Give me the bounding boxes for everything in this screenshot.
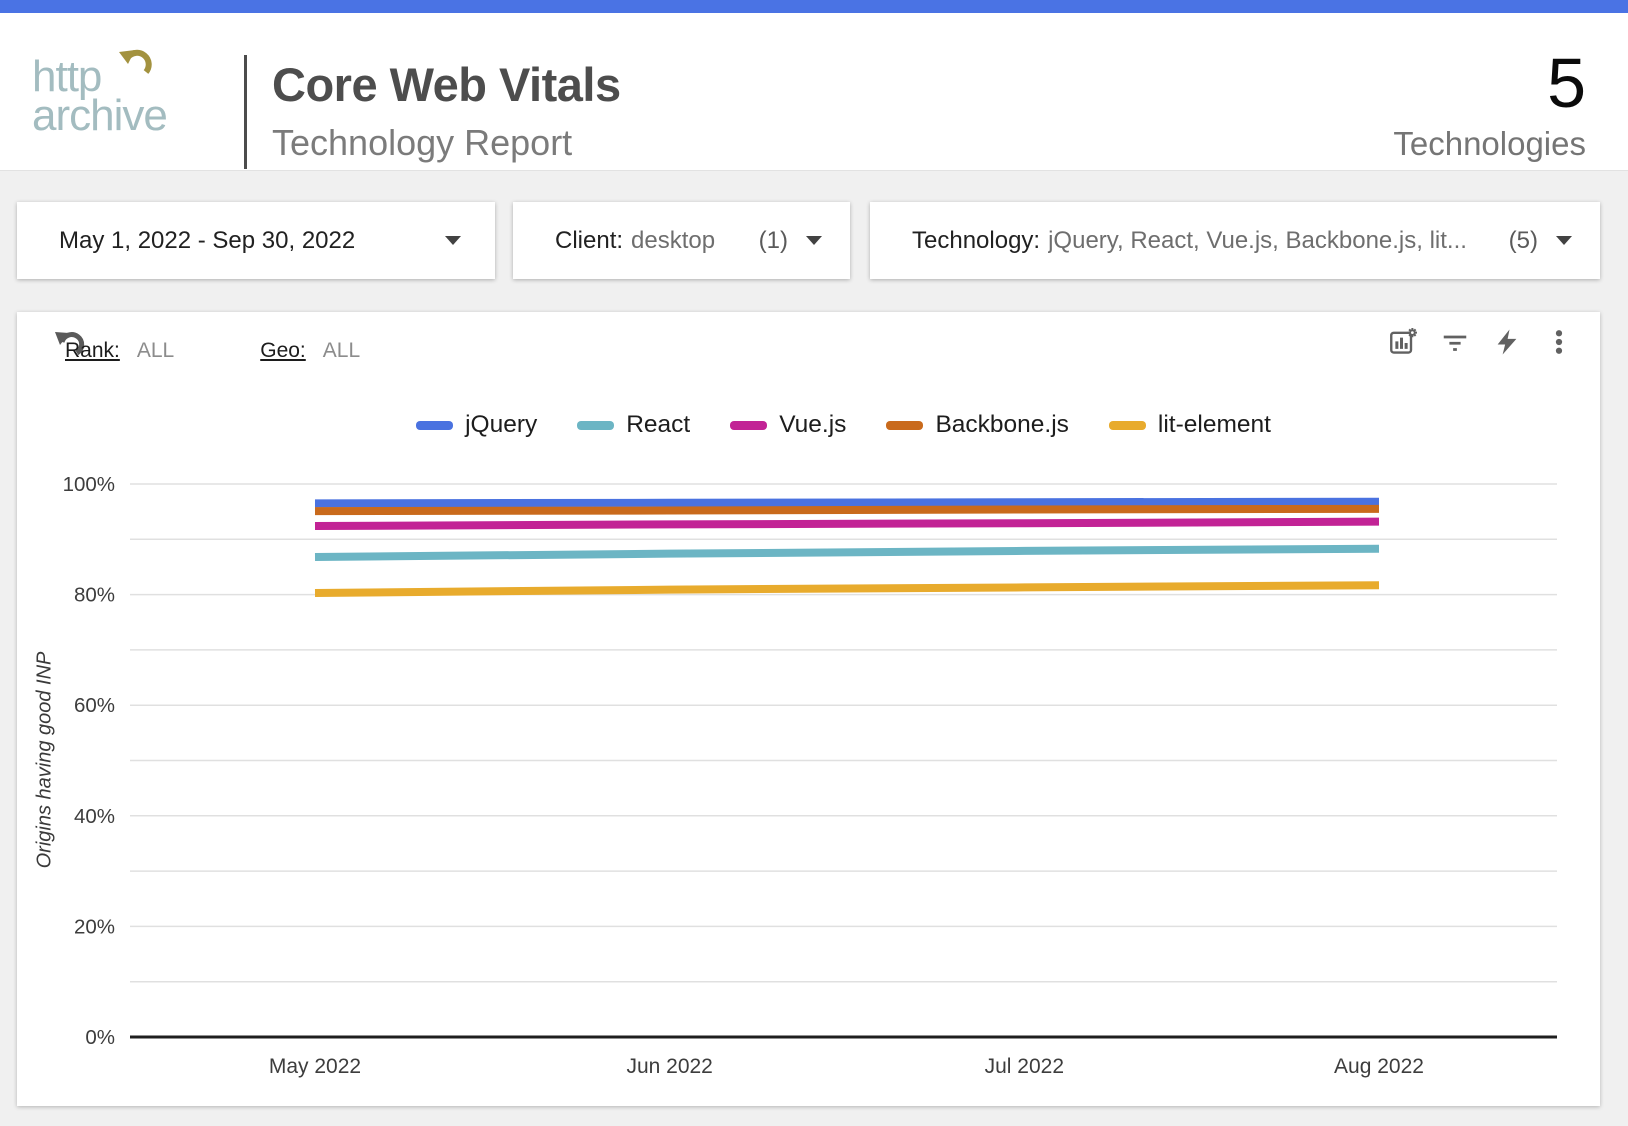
legend-item-backbone-js[interactable]: Backbone.js bbox=[886, 411, 1069, 439]
technology-filter-label: Technology: bbox=[912, 226, 1041, 254]
legend-swatch bbox=[416, 420, 454, 430]
stat-value: 5 bbox=[1547, 44, 1586, 122]
rank-filter[interactable]: Rank: bbox=[65, 339, 120, 362]
chevron-down-icon bbox=[445, 236, 461, 245]
chart-toolbar bbox=[1387, 326, 1575, 358]
line-chart: 0% 20% 40% 60% 80% 100% May 2022 Jun 2022 Jul 20… bbox=[63, 473, 1557, 1078]
logo-text-http: http bbox=[32, 52, 102, 101]
lightning-icon bbox=[1497, 329, 1517, 355]
technology-filter[interactable]: Technology: jQuery, React, Vue.js, Backb… bbox=[870, 202, 1600, 279]
legend-item-vue-js[interactable]: Vue.js bbox=[730, 411, 846, 439]
client-filter-value: desktop bbox=[631, 226, 716, 254]
y-tick-label: 60% bbox=[74, 694, 115, 717]
technology-count-stat: 5 Technologies bbox=[1393, 44, 1586, 163]
y-tick-label: 0% bbox=[85, 1026, 115, 1049]
lightning-button[interactable] bbox=[1491, 326, 1523, 358]
date-range-filter[interactable]: May 1, 2022 - Sep 30, 2022 bbox=[17, 202, 495, 279]
chart-settings-icon bbox=[1390, 328, 1418, 354]
legend-item-react[interactable]: React bbox=[577, 411, 690, 439]
client-filter-count: (1) bbox=[758, 226, 788, 254]
httparchive-logo[interactable]: http archive bbox=[32, 49, 168, 140]
chart-settings-button[interactable] bbox=[1387, 326, 1419, 358]
filter-icon bbox=[1443, 335, 1467, 351]
legend-label: lit-element bbox=[1157, 411, 1271, 438]
app-header: http archive Core Web Vitals Technology … bbox=[0, 13, 1628, 171]
more-options-button[interactable] bbox=[1543, 326, 1575, 358]
series-line-vue-js[interactable] bbox=[314, 517, 1380, 531]
legend-label: jQuery bbox=[465, 411, 538, 438]
geo-filter[interactable]: Geo: bbox=[260, 339, 306, 362]
date-range-value: May 1, 2022 - Sep 30, 2022 bbox=[59, 226, 356, 254]
page-subtitle: Technology Report bbox=[272, 122, 573, 163]
technology-filter-value: jQuery, React, Vue.js, Backbone.js, lit.… bbox=[1048, 226, 1467, 254]
legend-swatch bbox=[886, 420, 924, 430]
cursor-arrow-icon bbox=[55, 332, 85, 356]
top-accent-bar bbox=[0, 0, 1628, 13]
client-filter[interactable]: Client: desktop (1) bbox=[513, 202, 850, 279]
stat-label: Technologies bbox=[1393, 125, 1586, 162]
x-tick-label: Jul 2022 bbox=[985, 1055, 1064, 1078]
kebab-menu-icon bbox=[1555, 330, 1563, 354]
y-tick-label: 20% bbox=[74, 915, 115, 938]
y-tick-label: 80% bbox=[74, 584, 115, 607]
page-title: Core Web Vitals bbox=[272, 58, 621, 111]
logo-text-archive: archive bbox=[32, 91, 168, 140]
x-tick-label: Jun 2022 bbox=[626, 1055, 712, 1078]
legend-label: React bbox=[626, 411, 691, 438]
rank-value: ALL bbox=[136, 339, 175, 362]
technology-filter-count: (5) bbox=[1508, 226, 1538, 254]
x-tick-label: May 2022 bbox=[269, 1055, 361, 1078]
y-tick-label: 100% bbox=[63, 473, 115, 496]
filter-button[interactable] bbox=[1439, 326, 1471, 358]
header-divider bbox=[244, 55, 247, 169]
chevron-down-icon bbox=[806, 236, 822, 245]
legend-item-lit-element[interactable]: lit-element bbox=[1108, 411, 1271, 439]
x-tick-label: Aug 2022 bbox=[1334, 1055, 1424, 1078]
series-line-lit-element[interactable] bbox=[314, 581, 1380, 597]
chevron-down-icon bbox=[1556, 236, 1572, 245]
series-line-react[interactable] bbox=[314, 544, 1380, 561]
chart-card: Rank: ALL Geo: ALL bbox=[17, 312, 1600, 1106]
legend-label: Vue.js bbox=[779, 411, 847, 438]
legend-item-jquery[interactable]: jQuery bbox=[416, 411, 537, 439]
legend-swatch bbox=[577, 420, 615, 430]
logo-arrow-icon bbox=[119, 49, 152, 74]
legend-label: Backbone.js bbox=[935, 411, 1069, 438]
chart-legend: jQuery React Vue.js Backbone.js lit-element bbox=[130, 411, 1557, 439]
series-line-backbone-js[interactable] bbox=[314, 504, 1380, 516]
y-tick-label: 40% bbox=[74, 805, 115, 828]
legend-swatch bbox=[1108, 420, 1146, 430]
series-line-jquery[interactable] bbox=[314, 497, 1380, 508]
client-filter-label: Client: bbox=[555, 226, 624, 254]
legend-swatch bbox=[730, 420, 768, 430]
geo-value: ALL bbox=[322, 339, 361, 362]
